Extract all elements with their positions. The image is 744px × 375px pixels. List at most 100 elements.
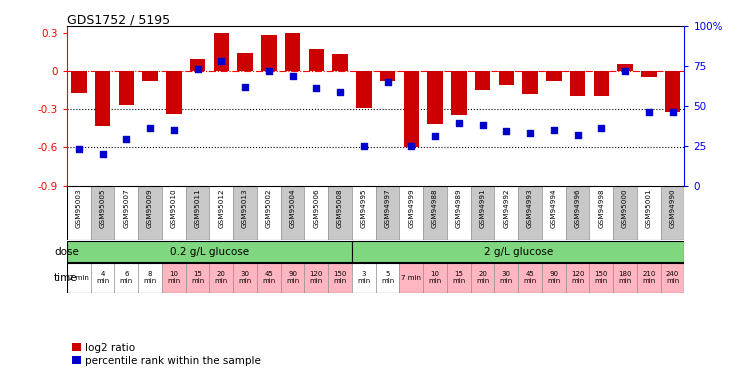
Bar: [613, 263, 637, 292]
Bar: [451, 71, 466, 116]
Bar: [190, 59, 205, 71]
Bar: [280, 263, 304, 292]
Text: GDS1752 / 5195: GDS1752 / 5195: [67, 13, 170, 26]
Text: GSM94989: GSM94989: [456, 188, 462, 228]
Text: 150
min: 150 min: [333, 272, 347, 284]
Bar: [309, 49, 324, 71]
Bar: [665, 71, 680, 112]
Text: 30
min: 30 min: [239, 272, 251, 284]
Bar: [498, 71, 514, 85]
Bar: [471, 186, 495, 240]
Text: GSM95012: GSM95012: [218, 188, 225, 228]
Point: [358, 143, 370, 149]
Point: [216, 58, 228, 64]
Bar: [427, 71, 443, 124]
Text: GSM95002: GSM95002: [266, 188, 272, 228]
Bar: [542, 186, 565, 240]
Bar: [661, 186, 684, 240]
Bar: [304, 186, 328, 240]
Legend: log2 ratio, percentile rank within the sample: log2 ratio, percentile rank within the s…: [72, 343, 260, 366]
Text: 0.2 g/L glucose: 0.2 g/L glucose: [170, 246, 249, 256]
Text: 20
min: 20 min: [215, 272, 228, 284]
Text: 5
min: 5 min: [381, 272, 394, 284]
Bar: [376, 186, 400, 240]
Text: GSM94992: GSM94992: [504, 188, 510, 228]
Point: [192, 66, 204, 72]
Bar: [91, 263, 115, 292]
Text: GSM94995: GSM94995: [361, 188, 367, 228]
Text: GSM94996: GSM94996: [574, 188, 580, 228]
Text: 10
min: 10 min: [167, 272, 181, 284]
Point: [97, 151, 109, 157]
Bar: [352, 186, 376, 240]
Bar: [471, 263, 495, 292]
Bar: [67, 241, 352, 262]
Bar: [257, 263, 280, 292]
Bar: [637, 263, 661, 292]
Bar: [214, 33, 229, 71]
Bar: [546, 71, 562, 81]
Text: 45
min: 45 min: [262, 272, 275, 284]
Bar: [328, 263, 352, 292]
Point: [310, 86, 322, 92]
Point: [429, 133, 441, 139]
Text: 210
min: 210 min: [642, 272, 655, 284]
Bar: [186, 186, 210, 240]
Bar: [333, 54, 347, 71]
Point: [477, 122, 489, 128]
Text: GSM94998: GSM94998: [598, 188, 604, 228]
Bar: [400, 263, 423, 292]
Bar: [210, 263, 233, 292]
Bar: [589, 186, 613, 240]
Text: 45
min: 45 min: [524, 272, 536, 284]
Bar: [380, 71, 395, 81]
Text: GSM95001: GSM95001: [646, 188, 652, 228]
Bar: [352, 241, 684, 262]
Bar: [641, 71, 656, 77]
Point: [453, 120, 465, 126]
Text: GSM95010: GSM95010: [171, 188, 177, 228]
Text: 2 g/L glucose: 2 g/L glucose: [484, 246, 553, 256]
Bar: [542, 263, 565, 292]
Bar: [495, 186, 519, 240]
Bar: [519, 263, 542, 292]
Text: GSM95003: GSM95003: [76, 188, 82, 228]
Text: 7 min: 7 min: [401, 275, 421, 281]
Bar: [67, 263, 91, 292]
Text: GSM94991: GSM94991: [480, 188, 486, 228]
Bar: [166, 71, 182, 114]
Text: GSM95011: GSM95011: [195, 188, 201, 228]
Point: [168, 127, 180, 133]
Text: GSM94997: GSM94997: [385, 188, 391, 228]
Text: GSM94988: GSM94988: [432, 188, 438, 228]
Bar: [138, 263, 162, 292]
Point: [263, 68, 275, 74]
Bar: [71, 71, 86, 93]
Bar: [637, 186, 661, 240]
Text: 120
min: 120 min: [310, 272, 323, 284]
Bar: [400, 186, 423, 240]
Point: [73, 146, 85, 152]
Text: 20
min: 20 min: [476, 272, 490, 284]
Text: time: time: [54, 273, 77, 283]
Text: 3
min: 3 min: [357, 272, 371, 284]
Bar: [328, 186, 352, 240]
Bar: [285, 33, 301, 71]
Bar: [356, 71, 371, 108]
Bar: [233, 263, 257, 292]
Bar: [257, 186, 280, 240]
Text: 90
min: 90 min: [548, 272, 560, 284]
Point: [525, 130, 536, 136]
Bar: [91, 186, 115, 240]
Text: 240
min: 240 min: [666, 272, 679, 284]
Text: GSM94990: GSM94990: [670, 188, 676, 228]
Text: 30
min: 30 min: [500, 272, 513, 284]
Text: GSM94993: GSM94993: [527, 188, 533, 228]
Bar: [233, 186, 257, 240]
Bar: [613, 186, 637, 240]
Bar: [237, 53, 253, 71]
Bar: [495, 263, 519, 292]
Bar: [261, 35, 277, 71]
Point: [144, 125, 156, 131]
Bar: [162, 186, 186, 240]
